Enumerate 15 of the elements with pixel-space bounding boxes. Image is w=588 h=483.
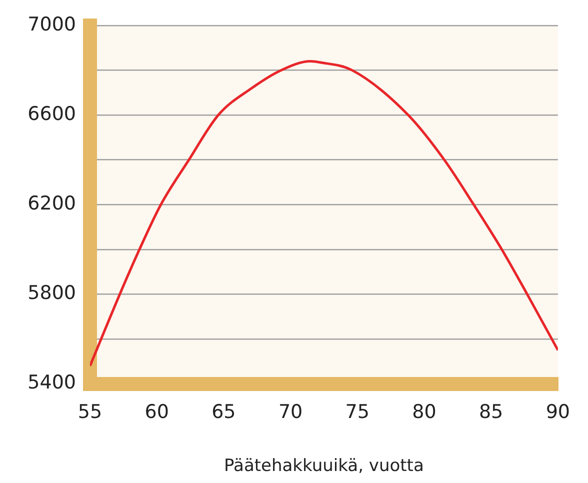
y-tick-label: 6600: [28, 102, 76, 125]
y-tick-label: 7000: [28, 13, 76, 36]
x-tick-label: 55: [78, 401, 102, 424]
x-tick-label: 60: [144, 401, 169, 424]
x-tick-label: 65: [212, 401, 236, 424]
y-tick-label: 5400: [28, 372, 76, 394]
x-axis-title: Päätehakkuuikä, vuotta: [224, 456, 424, 476]
x-tick-label: 85: [478, 401, 504, 424]
x-tick-label: 80: [412, 401, 436, 424]
x-tick-label: 75: [345, 401, 370, 424]
line-series: [90, 60, 558, 368]
x-tick-label: 70: [278, 401, 303, 424]
x-tick-label: 90: [546, 401, 570, 424]
y-tick-label: 5800: [28, 282, 76, 304]
y-tick-label: 6200: [28, 192, 76, 215]
